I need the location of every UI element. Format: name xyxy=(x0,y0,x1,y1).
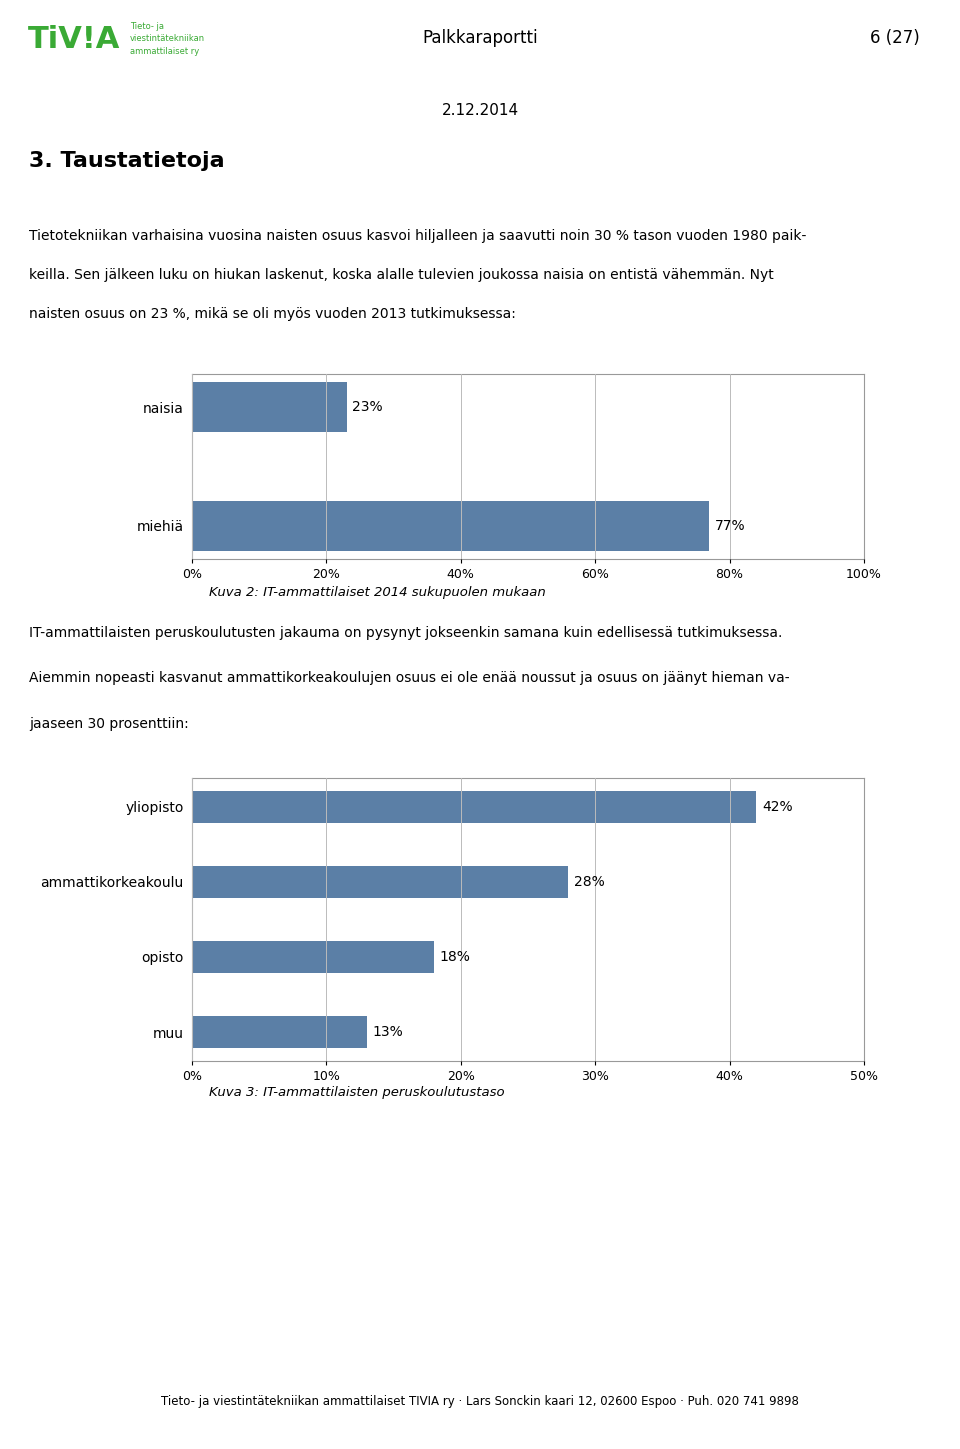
Bar xyxy=(192,1016,367,1048)
Text: 2.12.2014: 2.12.2014 xyxy=(442,103,518,117)
Bar xyxy=(192,791,756,823)
Text: Aiemmin nopeasti kasvanut ammattikorkeakoulujen osuus ei ole enää noussut ja osu: Aiemmin nopeasti kasvanut ammattikorkeak… xyxy=(29,671,789,685)
Text: 18%: 18% xyxy=(440,951,470,964)
Text: 42%: 42% xyxy=(762,800,793,814)
Text: IT-ammattilaisten peruskoulutusten jakauma on pysynyt jokseenkin samana kuin ede: IT-ammattilaisten peruskoulutusten jakau… xyxy=(29,626,782,640)
Text: Kuva 2: IT-ammattilaiset 2014 sukupuolen mukaan: Kuva 2: IT-ammattilaiset 2014 sukupuolen… xyxy=(209,587,546,598)
Text: jaaseen 30 prosenttiin:: jaaseen 30 prosenttiin: xyxy=(29,717,188,730)
Text: Palkkaraportti: Palkkaraportti xyxy=(422,29,538,46)
Text: 23%: 23% xyxy=(352,400,383,414)
Text: Kuva 3: IT-ammattilaisten peruskoulutustaso: Kuva 3: IT-ammattilaisten peruskoulutust… xyxy=(209,1087,505,1098)
Text: 13%: 13% xyxy=(372,1024,403,1039)
Bar xyxy=(192,942,434,972)
Text: TiV!A: TiV!A xyxy=(28,25,120,54)
Bar xyxy=(192,501,709,551)
Bar xyxy=(192,383,347,432)
Text: Tietotekniikan varhaisina vuosina naisten osuus kasvoi hiljalleen ja saavutti no: Tietotekniikan varhaisina vuosina naiste… xyxy=(29,229,806,243)
Text: 77%: 77% xyxy=(715,519,746,533)
Text: naisten osuus on 23 %, mikä se oli myös vuoden 2013 tutkimuksessa:: naisten osuus on 23 %, mikä se oli myös … xyxy=(29,307,516,322)
Bar xyxy=(192,867,568,897)
Text: 3. Taustatietoja: 3. Taustatietoja xyxy=(29,151,225,171)
Text: keilla. Sen jälkeen luku on hiukan laskenut, koska alalle tulevien joukossa nais: keilla. Sen jälkeen luku on hiukan laske… xyxy=(29,268,774,283)
Text: 28%: 28% xyxy=(574,875,605,888)
Text: Tieto- ja
viestintätekniikan
ammattilaiset ry: Tieto- ja viestintätekniikan ammattilais… xyxy=(130,22,205,57)
Text: Tieto- ja viestintätekniikan ammattilaiset TIVIA ry · Lars Sonckin kaari 12, 026: Tieto- ja viestintätekniikan ammattilais… xyxy=(161,1395,799,1407)
Text: 6 (27): 6 (27) xyxy=(871,29,920,46)
